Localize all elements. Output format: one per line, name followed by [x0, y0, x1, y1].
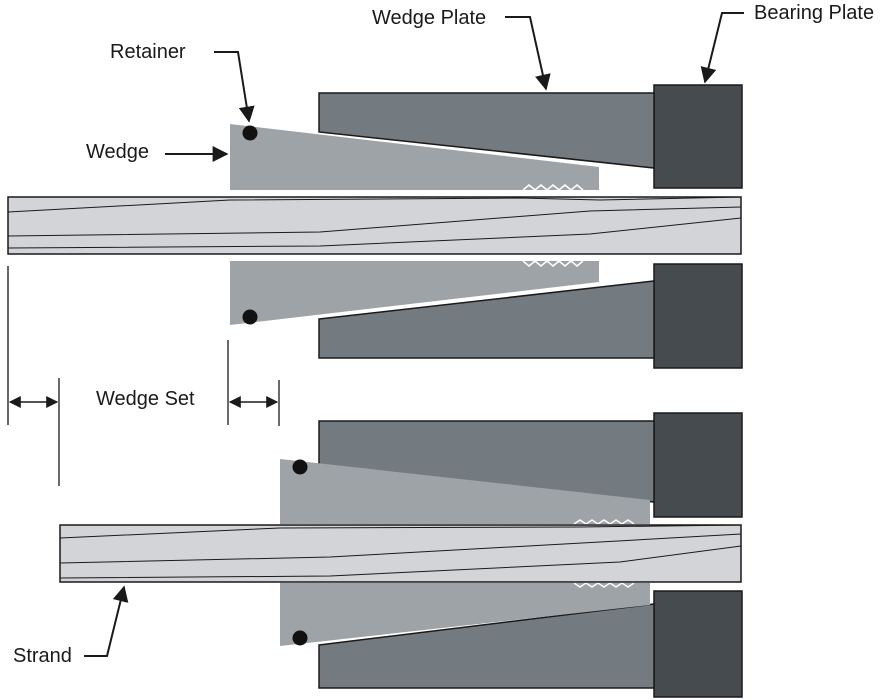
label-bearing-plate: Bearing Plate	[754, 2, 874, 24]
wedge-plate-bottom-lower	[318, 603, 655, 689]
label-retainer: Retainer	[110, 41, 186, 63]
strand-wire-top-2	[7, 206, 742, 237]
wedge-plate-top-upper	[318, 92, 655, 169]
wedge-plate-bottom-upper	[318, 420, 655, 503]
wedge-teeth-top-upper	[522, 184, 584, 191]
retainer-top-lower	[242, 309, 258, 325]
leader-lines	[84, 12, 744, 657]
label-wedge-plate: Wedge Plate	[372, 7, 486, 29]
label-wedge: Wedge	[86, 141, 149, 163]
leader-strand	[84, 585, 129, 657]
retainer-bottom-lower	[292, 630, 308, 646]
label-strand: Strand	[13, 645, 72, 667]
wedge-set-dimension	[7, 266, 280, 486]
wedge-teeth-bottom-lower	[573, 582, 635, 588]
wedge-bottom-lower	[280, 583, 650, 646]
strand-wire-bottom-3	[59, 545, 742, 579]
strand-top	[7, 196, 742, 255]
retainer-top-upper	[242, 125, 258, 141]
bearing-plate-top-lower	[653, 263, 743, 369]
bearing-plate-bottom-upper	[653, 412, 743, 518]
strand-wire-bottom-2	[59, 533, 742, 564]
leader-wedge-plate	[505, 16, 551, 91]
strand-wire-top-3	[7, 217, 742, 249]
leader-retainer	[214, 51, 255, 123]
strand-wire-bottom-1	[59, 524, 742, 539]
bearing-plate-top-upper	[653, 84, 743, 189]
retainer-bottom-upper	[292, 459, 308, 475]
wedge-plate-top-lower	[318, 280, 655, 359]
label-wedge-set: Wedge Set	[96, 388, 195, 410]
strand-wire-top-1	[7, 196, 742, 213]
bearing-plate-bottom-lower	[653, 590, 743, 698]
wedge-bottom-upper	[280, 459, 650, 524]
leader-bearing-plate	[700, 12, 744, 84]
bottom-assembly	[59, 412, 743, 698]
wedge-top-upper	[230, 124, 599, 190]
wedge-teeth-top-lower	[522, 260, 584, 267]
wedge-teeth-bottom-upper	[573, 519, 635, 525]
wedge-top-lower	[230, 261, 599, 325]
top-assembly	[7, 84, 743, 369]
